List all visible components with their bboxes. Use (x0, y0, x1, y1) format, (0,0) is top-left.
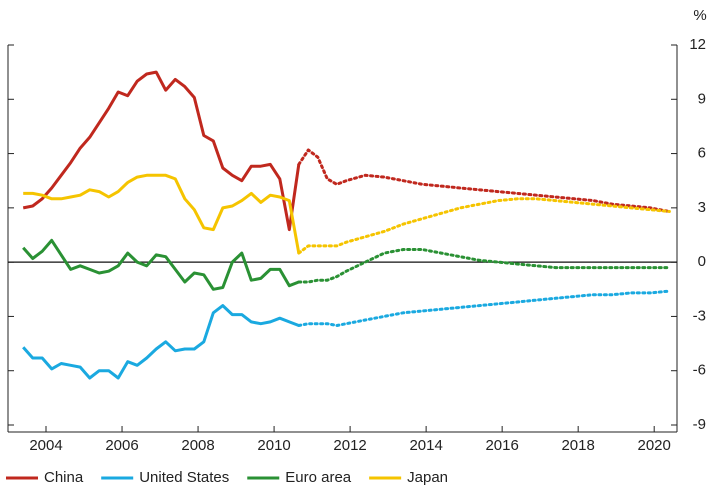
y-tick-label: -3 (693, 307, 706, 324)
x-tick-label: 2014 (409, 437, 442, 454)
y-unit: % (693, 7, 706, 24)
x-tick-label: 2004 (29, 437, 62, 454)
y-tick-label: 9 (698, 90, 706, 107)
legend-label: China (44, 469, 84, 486)
x-tick-label: 2018 (561, 437, 594, 454)
x-tick-label: 2010 (257, 437, 290, 454)
y-tick-label: 12 (689, 36, 706, 53)
x-tick-label: 2016 (485, 437, 518, 454)
legend-label: Euro area (285, 469, 352, 486)
y-tick-label: -6 (693, 362, 706, 379)
x-tick-label: 2012 (333, 437, 366, 454)
series-line (22, 70, 301, 232)
legend-label: United States (139, 469, 229, 486)
y-tick-label: 0 (698, 253, 706, 270)
y-tick-label: -9 (693, 416, 706, 433)
y-tick-label: 3 (698, 199, 706, 216)
projection-line (297, 148, 671, 213)
series-line (22, 238, 300, 291)
x-tick-label: 2006 (105, 437, 138, 454)
legend-label: Japan (407, 469, 448, 486)
y-tick-label: 6 (698, 145, 706, 162)
projection-line (297, 248, 671, 284)
x-tick-label: 2008 (181, 437, 214, 454)
series-line (22, 304, 300, 380)
x-tick-label: 2020 (638, 437, 671, 454)
series-line (23, 173, 301, 254)
projection-line (297, 197, 671, 255)
projection-line (297, 289, 671, 327)
